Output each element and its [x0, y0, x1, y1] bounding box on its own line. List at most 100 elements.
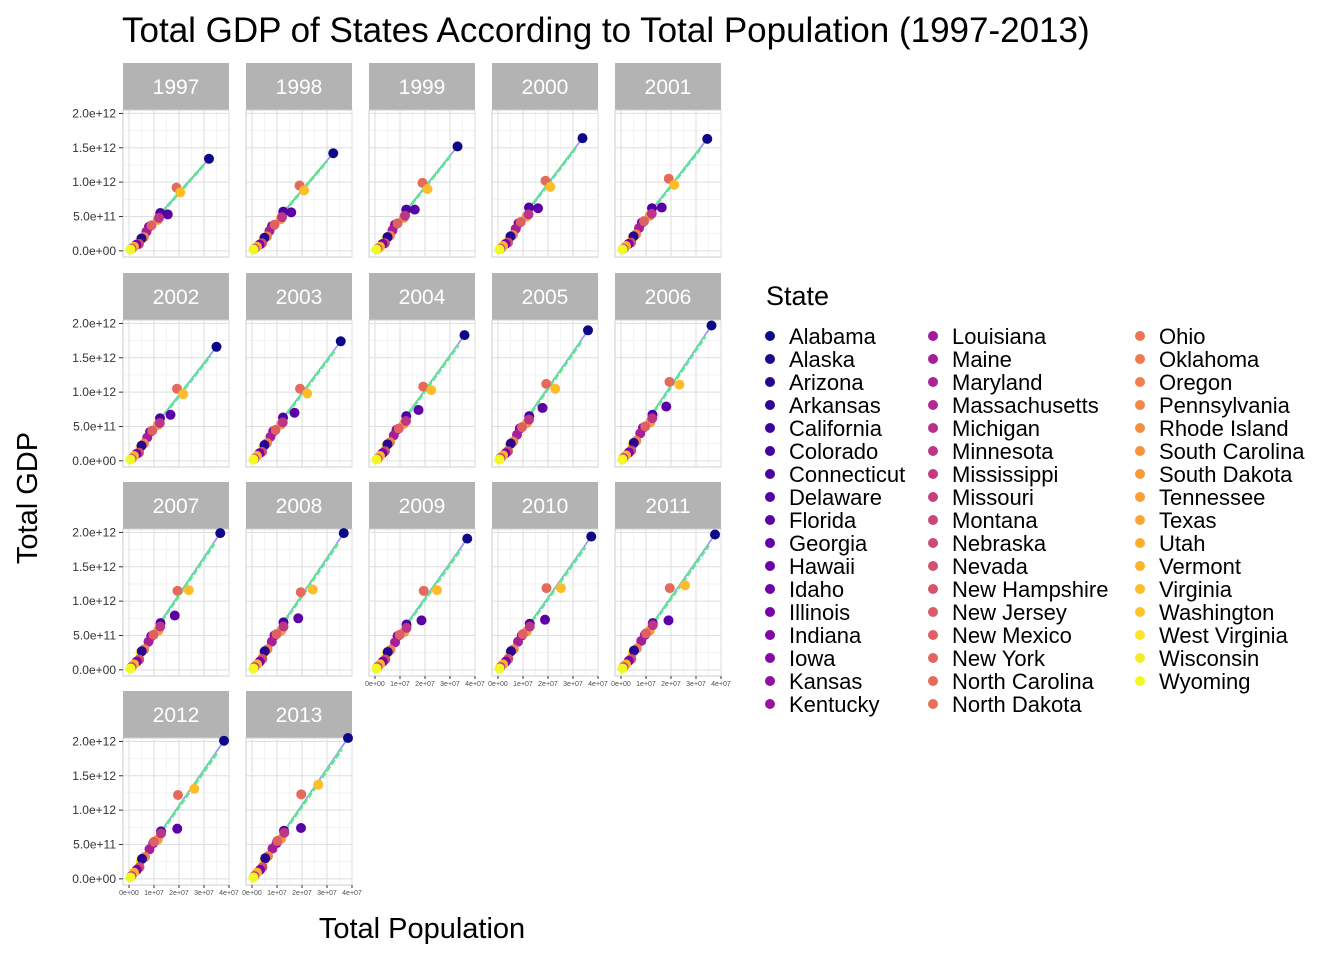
x-tick-label: 2e+07 [415, 681, 435, 688]
legend-key [928, 538, 938, 548]
legend-label: Idaho [789, 577, 844, 602]
legend-label: Alabama [789, 324, 877, 349]
x-tick-label: 3e+07 [686, 681, 706, 688]
legend-item: Utah [1135, 531, 1205, 556]
data-point [211, 341, 222, 352]
data-point [647, 413, 658, 424]
legend-key [928, 630, 938, 640]
legend-item: Mississippi [928, 462, 1058, 487]
legend-item: Minnesota [928, 439, 1054, 464]
legend-key [928, 676, 938, 686]
facet-strip-label: 2011 [645, 495, 690, 518]
x-tick-label: 1e+07 [513, 681, 533, 688]
legend-label: West Virginia [1159, 623, 1289, 648]
x-tick-label: 3e+07 [563, 681, 583, 688]
legend-label: Texas [1159, 508, 1216, 533]
x-tick-label: 4e+07 [219, 890, 239, 897]
x-tick-label: 3e+07 [440, 681, 460, 688]
legend-label: South Dakota [1159, 462, 1293, 487]
data-point [343, 733, 353, 743]
legend-key [765, 469, 775, 479]
data-point [295, 587, 306, 598]
legend-key [765, 492, 775, 502]
x-tick-label: 1e+07 [267, 890, 287, 897]
legend-label: Arizona [789, 370, 864, 395]
facet-strip-label: 2003 [276, 286, 323, 309]
data-point [710, 529, 720, 540]
legend-item: Indiana [765, 623, 862, 648]
data-point [583, 325, 593, 336]
data-point [418, 585, 429, 596]
legend-label: Nevada [952, 554, 1029, 579]
legend-key [928, 331, 938, 341]
facet-strip [123, 273, 229, 320]
data-point [617, 244, 628, 255]
x-tick-label: 2e+07 [661, 681, 681, 688]
data-point [155, 621, 166, 632]
data-point [506, 646, 516, 657]
x-tick-label: 3e+07 [194, 890, 214, 897]
data-point [289, 407, 300, 418]
x-tick-label: 0e+00 [119, 890, 139, 897]
data-point [393, 423, 404, 434]
legend-key [765, 699, 775, 709]
data-point [550, 383, 561, 394]
data-point [533, 203, 543, 214]
data-point [296, 789, 307, 800]
legend-label: Ohio [1159, 324, 1205, 349]
data-point [175, 187, 186, 198]
y-tick-label: 1.5e+12 [72, 560, 116, 574]
data-point [494, 454, 505, 465]
legend-label: Washington [1159, 600, 1274, 625]
data-point [248, 244, 259, 255]
data-point [270, 424, 281, 435]
x-tick-label: 0e+00 [242, 890, 262, 897]
legend-label: Michigan [952, 416, 1040, 441]
legend-label: South Carolina [1159, 439, 1305, 464]
facet-panel: 2007 0.0e+00 5.0e+11 1.0e+12 1.5e+12 2.0e+12 [72, 482, 230, 677]
legend-item: Texas [1135, 508, 1216, 533]
legend-item: Iowa [765, 646, 836, 671]
facet-panel: 2009 0e+00 1e+07 2e+07 3e+07 4e+07 [365, 482, 485, 688]
data-point [540, 614, 550, 625]
facet-strip-label: 2000 [522, 76, 569, 99]
facet-strip [492, 63, 598, 110]
legend-label: Hawaii [789, 554, 855, 579]
legend-key [928, 515, 938, 525]
data-point [144, 844, 155, 855]
facet-strip [492, 273, 598, 320]
legend-key [765, 515, 775, 525]
legend-item: Missouri [928, 485, 1034, 510]
facet-panel: 2002 0.0e+00 5.0e+11 1.0e+12 1.5e+12 2.0e+12 [72, 273, 230, 468]
legend-key [765, 607, 775, 617]
facet-panel: 2012 0.0e+00 5.0e+11 1.0e+12 1.5e+12 2.0e+12 0… [72, 691, 239, 897]
facet-strip [246, 63, 352, 110]
y-tick-label: 5.0e+11 [73, 209, 116, 223]
y-tick-label: 2.0e+12 [72, 734, 116, 748]
legend-key [765, 584, 775, 594]
facet-strip-label: 1998 [276, 76, 323, 99]
legend-key [765, 446, 775, 456]
facet-strip-label: 2004 [399, 286, 446, 309]
legend-item: Tennessee [1135, 485, 1265, 510]
legend-label: Indiana [789, 623, 862, 648]
legend-label: Maryland [952, 370, 1042, 395]
data-point [338, 528, 349, 539]
legend-item: Montana [928, 508, 1038, 533]
y-tick-label: 0.0e+00 [72, 244, 116, 258]
data-point [462, 533, 473, 544]
legend-label: Rhode Island [1159, 416, 1289, 441]
data-point [636, 635, 647, 646]
data-point [664, 376, 675, 387]
y-tick-label: 1.5e+12 [72, 351, 116, 365]
facet-panels: 19970.0e+005.0e+111.0e+121.5e+122.0e+121… [72, 63, 731, 897]
x-tick-label: 1e+07 [390, 681, 410, 688]
data-point [432, 585, 442, 596]
legend-label: Arkansas [789, 393, 881, 418]
legend-item: West Virginia [1135, 623, 1289, 648]
data-point [178, 389, 189, 400]
legend-item: Pennsylvania [1135, 393, 1291, 418]
legend-label: Georgia [789, 531, 868, 556]
facet-strip [246, 482, 352, 529]
legend-item: Georgia [765, 531, 868, 556]
